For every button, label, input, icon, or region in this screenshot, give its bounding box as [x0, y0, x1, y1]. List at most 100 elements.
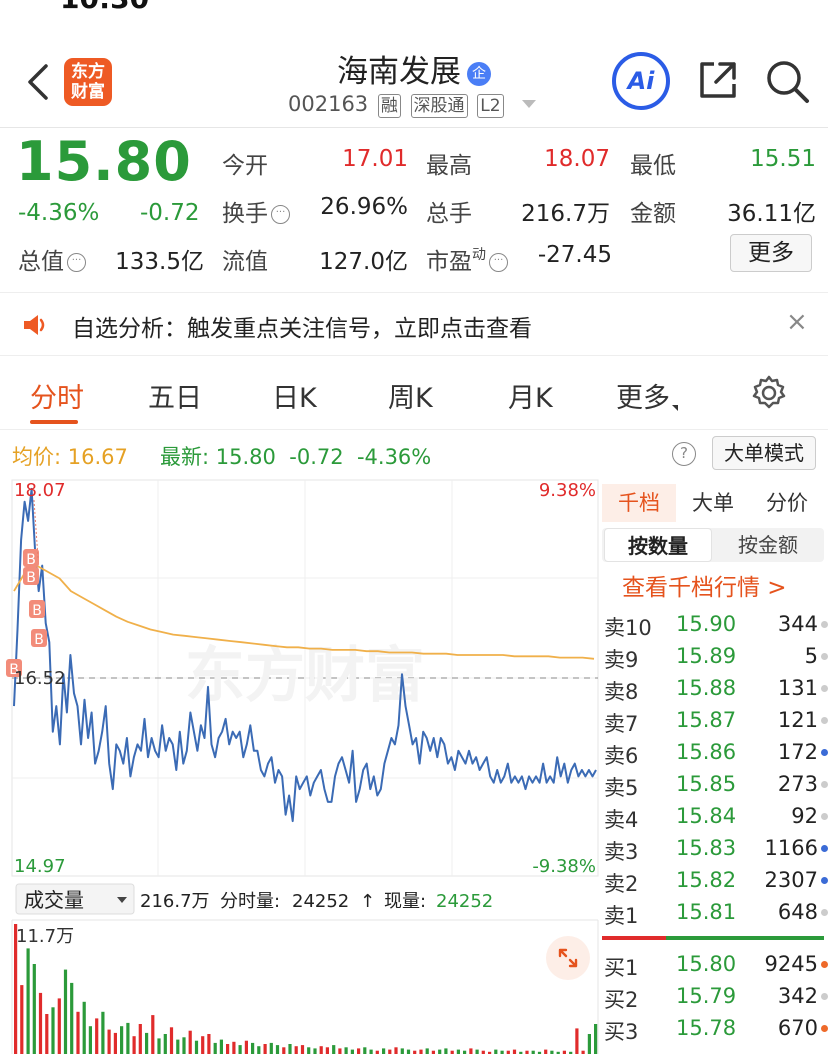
- info-icon[interactable]: ···: [67, 253, 86, 272]
- volume-bar: [307, 1047, 311, 1054]
- level-price: 15.83: [676, 836, 737, 860]
- tab-by-amount[interactable]: 按金额: [738, 533, 798, 557]
- ask-row[interactable]: 卖7 15.87 121: [604, 704, 828, 736]
- level-label: 卖1: [604, 904, 639, 928]
- triangle-icon: [672, 405, 678, 411]
- buy-marker: [6, 659, 22, 677]
- share-icon[interactable]: [696, 58, 740, 102]
- volume-bar: [388, 1049, 392, 1054]
- level-price: 15.78: [676, 1016, 737, 1040]
- ask-row[interactable]: 卖1 15.81 648: [604, 896, 828, 928]
- volume-bar: [14, 924, 18, 1054]
- ask-row[interactable]: 卖4 15.84 92: [604, 800, 828, 832]
- view-thousand-levels-link[interactable]: 查看千档行情 >: [622, 575, 787, 601]
- volume-bar: [469, 1048, 473, 1054]
- mcap-label[interactable]: 总值 ···: [18, 242, 86, 276]
- volume-bar: [544, 1049, 548, 1054]
- volume-bar: [481, 1050, 485, 1054]
- float-cap-label: 流值: [222, 249, 268, 275]
- more-quote-button[interactable]: 更多: [730, 234, 812, 272]
- volume-bar: [244, 1040, 248, 1054]
- tab-five-day[interactable]: 五日: [148, 383, 202, 414]
- intraday-chart[interactable]: 东方财富 B B B B B 18.07 9.38% 16.52 14.97 -9.38% 成交量 21…: [0, 478, 600, 1054]
- bid-row[interactable]: 买3 15.78 670: [604, 1012, 828, 1044]
- volume-bar: [32, 964, 36, 1054]
- big-order-mode-button[interactable]: 大单模式: [712, 436, 816, 470]
- enterprise-badge-icon: 企: [467, 62, 491, 86]
- tab-intraday[interactable]: 分时: [30, 383, 84, 414]
- volume-bar: [70, 982, 74, 1054]
- bid-row[interactable]: 买1 15.80 9245: [604, 948, 828, 980]
- volume-bar: [369, 1049, 373, 1054]
- notice-text[interactable]: 自选分析：触发重点关注信号，立即点击查看: [72, 316, 532, 342]
- volume-bar: [394, 1047, 398, 1054]
- info-icon[interactable]: ···: [271, 205, 290, 224]
- ask-row[interactable]: 卖5 15.85 273: [604, 768, 828, 800]
- tab-big-orders[interactable]: 大单: [692, 491, 734, 515]
- notice-bar[interactable]: 自选分析：触发重点关注信号，立即点击查看 ×: [0, 292, 828, 356]
- tab-more[interactable]: 更多: [616, 376, 678, 415]
- ask-row[interactable]: 卖6 15.86 172: [604, 736, 828, 768]
- ask-row[interactable]: 卖8 15.88 131: [604, 672, 828, 704]
- volume-bar: [257, 1046, 261, 1054]
- volume-bar: [163, 1034, 167, 1054]
- tab-daily-k[interactable]: 日K: [272, 383, 317, 414]
- app-logo[interactable]: 东方 财富: [64, 58, 112, 106]
- volume-bar: [226, 1044, 230, 1054]
- volume-bar: [594, 1024, 598, 1054]
- turnover-label[interactable]: 换手 ···: [222, 194, 290, 228]
- close-icon[interactable]: ×: [786, 307, 808, 337]
- minute-volume-value: 24252: [292, 891, 349, 912]
- ask-row[interactable]: 卖2 15.82 2307: [604, 864, 828, 896]
- level-price: 15.89: [676, 644, 737, 668]
- volume-bar: [188, 1030, 192, 1054]
- volume-bar: [425, 1048, 429, 1054]
- volume-value: 216.7万: [521, 201, 610, 227]
- level-price: 15.88: [676, 676, 737, 700]
- tab-weekly-k[interactable]: 周K: [388, 383, 433, 414]
- buy-marker-label: B: [26, 570, 36, 586]
- tab-monthly-k[interactable]: 月K: [508, 383, 553, 414]
- bid-row[interactable]: 买2 15.79 342: [604, 980, 828, 1012]
- status-time: 10:30: [60, 0, 149, 15]
- level-price: 15.79: [676, 984, 737, 1008]
- price-line: [13, 487, 597, 823]
- up-arrow-icon: ↑: [360, 891, 375, 912]
- ai-assistant-button[interactable]: Ai: [612, 52, 670, 110]
- indicator-dot-icon: [821, 877, 828, 884]
- expand-icon: [558, 948, 578, 968]
- volume-bar: [444, 1048, 448, 1054]
- help-icon[interactable]: ?: [672, 442, 696, 466]
- ask-row[interactable]: 卖10 15.90 344: [604, 608, 828, 640]
- tab-by-quantity[interactable]: 按数量: [604, 528, 712, 562]
- indicator-dot-icon: [821, 685, 828, 692]
- search-icon[interactable]: [764, 58, 810, 104]
- ask-row[interactable]: 卖3 15.83 1166: [604, 832, 828, 864]
- buy-marker: [23, 567, 39, 585]
- volume-bar: [176, 1039, 180, 1054]
- pe-label[interactable]: 市盈动 ···: [426, 242, 508, 276]
- level-label: 卖5: [604, 776, 639, 800]
- back-icon[interactable]: [24, 62, 52, 102]
- tab-thousand-levels[interactable]: 千档: [602, 484, 676, 522]
- volume-bar: [269, 1042, 273, 1054]
- tab-price-split[interactable]: 分价: [766, 491, 808, 515]
- volume-bar: [475, 1049, 479, 1054]
- level-volume: 344: [777, 612, 818, 636]
- volume-bar: [288, 1044, 292, 1054]
- level-label: 买2: [604, 988, 639, 1012]
- level-price: 15.81: [676, 900, 737, 924]
- info-icon[interactable]: ···: [489, 253, 508, 272]
- chevron-down-icon[interactable]: [522, 100, 537, 108]
- volume-bar: [88, 1026, 92, 1054]
- gear-icon[interactable]: [750, 374, 788, 412]
- buy-marker-label: B: [26, 552, 36, 568]
- volume-bar: [575, 1028, 579, 1054]
- level-volume: 648: [777, 900, 818, 924]
- stock-subtitle[interactable]: 002163 融 深股通 L2: [288, 92, 537, 118]
- level-label: 卖8: [604, 680, 639, 704]
- volume-bar: [375, 1050, 379, 1054]
- ask-row[interactable]: 卖9 15.89 5: [604, 640, 828, 672]
- level-label: 卖3: [604, 840, 639, 864]
